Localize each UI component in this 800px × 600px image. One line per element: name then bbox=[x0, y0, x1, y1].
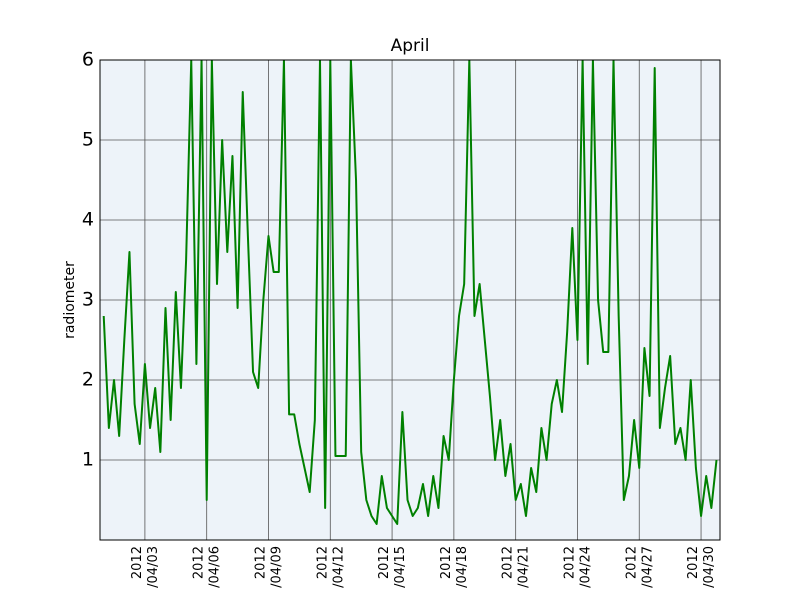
chart-title: April bbox=[391, 36, 430, 56]
x-tick-label-line: /04/30 bbox=[702, 546, 717, 588]
y-tick-label: 4 bbox=[82, 209, 94, 231]
x-tick-label-line: /04/12 bbox=[331, 546, 346, 588]
x-tick-label-line: 2012 bbox=[253, 546, 268, 579]
data-line bbox=[102, 60, 718, 525]
x-tick-label-line: 2012 bbox=[624, 546, 639, 579]
x-tick-label-line: /04/24 bbox=[578, 546, 593, 588]
y-tick-label: 1 bbox=[82, 449, 94, 471]
x-tick-label: 2012/04/27 bbox=[624, 546, 655, 588]
x-tick-label: 2012/04/09 bbox=[253, 546, 284, 588]
x-tick-label-line: 2012 bbox=[129, 546, 144, 579]
x-tick-label-line: /04/09 bbox=[269, 546, 284, 588]
x-tick-label-line: /04/15 bbox=[393, 546, 408, 588]
x-tick-label-line: /04/21 bbox=[516, 546, 531, 588]
x-tick-label-line: /04/03 bbox=[145, 546, 160, 588]
x-tick-label-line: /04/18 bbox=[454, 546, 469, 588]
x-tick-label-line: 2012 bbox=[562, 546, 577, 579]
x-tick-label-line: 2012 bbox=[377, 546, 392, 579]
y-tick-label: 3 bbox=[82, 289, 94, 311]
x-tick-label: 2012/04/30 bbox=[686, 546, 717, 588]
y-tick-label: 6 bbox=[82, 49, 94, 71]
plot-frame bbox=[99, 59, 721, 541]
x-tick-label: 2012/04/03 bbox=[129, 546, 160, 588]
x-tick-label: 2012/04/15 bbox=[377, 546, 408, 588]
x-tick-label-line: /04/06 bbox=[207, 546, 222, 588]
x-tick-label-line: 2012 bbox=[438, 546, 453, 579]
x-tick-label: 2012/04/12 bbox=[315, 546, 346, 588]
y-axis-label: radiometer bbox=[62, 261, 78, 339]
x-tick-label-line: 2012 bbox=[315, 546, 330, 579]
x-tick-label-line: /04/27 bbox=[640, 546, 655, 588]
y-tick-label: 5 bbox=[82, 129, 94, 151]
x-tick-label: 2012/04/06 bbox=[191, 546, 222, 588]
x-tick-label-line: 2012 bbox=[686, 546, 701, 579]
x-tick-label: 2012/04/24 bbox=[562, 546, 593, 588]
x-tick-label-line: 2012 bbox=[500, 546, 515, 579]
x-tick-label: 2012/04/21 bbox=[500, 546, 531, 588]
x-tick-label-line: 2012 bbox=[191, 546, 206, 579]
x-tick-label: 2012/04/18 bbox=[438, 546, 469, 588]
y-tick-label: 2 bbox=[82, 369, 94, 391]
